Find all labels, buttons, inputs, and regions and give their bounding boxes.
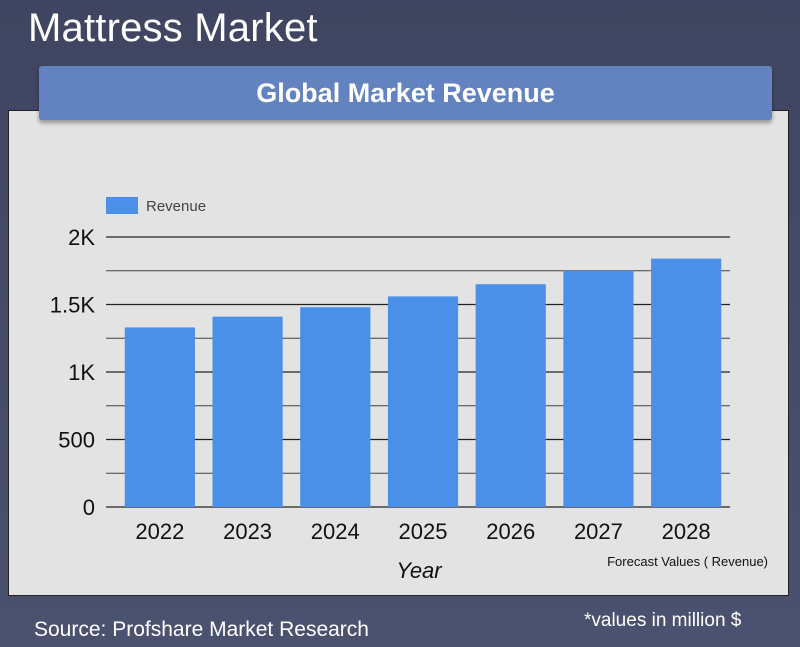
chart-banner-title: Global Market Revenue xyxy=(39,66,772,120)
y-tick-label: 500 xyxy=(58,428,95,453)
legend-swatch[interactable] xyxy=(106,197,138,214)
bar-2026[interactable] xyxy=(475,284,546,507)
x-tick-label: 2026 xyxy=(486,519,535,544)
legend-label[interactable]: Revenue xyxy=(146,198,206,215)
bar-2023[interactable] xyxy=(212,316,283,507)
y-tick-labels: 0 500 1K 1.5K 2K xyxy=(50,225,96,520)
x-tick-label: 2027 xyxy=(574,519,623,544)
bar-2028[interactable] xyxy=(651,258,722,507)
source-note: Source: Profshare Market Research xyxy=(34,618,369,641)
x-tick-label: 2028 xyxy=(662,519,711,544)
y-tick-label: 1K xyxy=(68,360,95,385)
y-tick-label: 2K xyxy=(68,225,95,250)
page-title: Mattress Market xyxy=(28,6,318,50)
bar-2022[interactable] xyxy=(124,327,195,507)
bar-2024[interactable] xyxy=(300,307,371,507)
x-axis-label: Year xyxy=(396,558,443,583)
y-tick-label: 1.5K xyxy=(50,293,96,318)
unit-note: *values in million $ xyxy=(584,610,742,631)
bar-2027[interactable] xyxy=(563,270,634,507)
bars xyxy=(124,258,722,507)
x-tick-label: 2023 xyxy=(223,519,272,544)
x-tick-label: 2022 xyxy=(135,519,184,544)
forecast-annotation: Forecast Values ( Revenue) xyxy=(607,554,768,569)
bar-2025[interactable] xyxy=(387,296,459,507)
x-tick-label: 2025 xyxy=(399,519,448,544)
x-tick-label: 2024 xyxy=(311,519,360,544)
x-tick-labels: 2022 2023 2024 2025 2026 2027 2028 xyxy=(135,519,710,544)
y-tick-label: 0 xyxy=(83,495,95,520)
legend: Revenue xyxy=(106,197,206,215)
